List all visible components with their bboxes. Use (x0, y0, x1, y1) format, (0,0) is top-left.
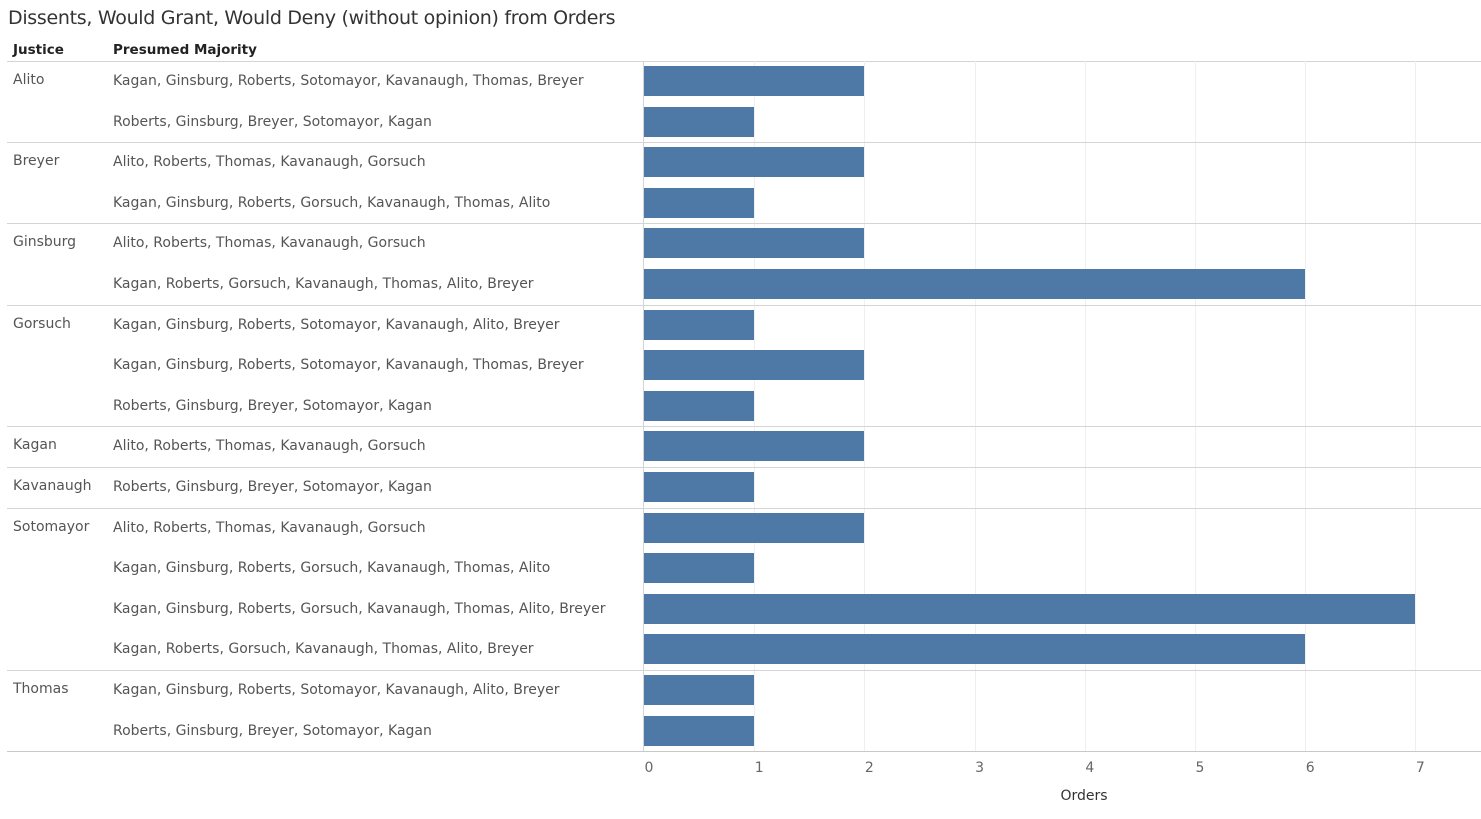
bar[interactable] (644, 228, 865, 259)
gridline (1195, 61, 1196, 751)
majority-label: Kagan, Ginsburg, Roberts, Sotomayor, Kav… (113, 73, 584, 89)
chart-title: Dissents, Would Grant, Would Deny (witho… (8, 7, 616, 29)
justice-label: Sotomayor (13, 518, 90, 535)
x-tick-label: 2 (864, 760, 874, 776)
header-divider (7, 61, 1481, 62)
x-tick-label: 1 (754, 760, 764, 776)
majority-label: Kagan, Ginsburg, Roberts, Sotomayor, Kav… (113, 316, 560, 333)
majority-label: Kagan, Ginsburg, Roberts, Sotomayor, Kav… (113, 682, 560, 698)
gridline (1415, 61, 1417, 751)
x-axis-line (7, 751, 1481, 752)
table-row: Kagan, Roberts, Gorsuch, Kavanaugh, Thom… (0, 629, 1481, 670)
justice-label: Thomas (13, 681, 69, 697)
bar[interactable] (644, 634, 1306, 665)
bar[interactable] (644, 593, 1416, 624)
column-header-presumed-majority: Presumed Majority (113, 42, 257, 58)
x-tick-label: 5 (1195, 760, 1205, 776)
bar[interactable] (644, 187, 755, 218)
table-row: Kagan, Ginsburg, Roberts, Gorsuch, Kavan… (0, 548, 1481, 589)
x-tick-label: 6 (1305, 760, 1315, 776)
gridline (1305, 61, 1307, 751)
majority-label: Kagan, Ginsburg, Roberts, Gorsuch, Kavan… (113, 600, 606, 617)
bar[interactable] (644, 269, 1306, 299)
bar[interactable] (644, 472, 755, 502)
majority-label: Roberts, Ginsburg, Breyer, Sotomayor, Ka… (113, 479, 432, 495)
table-row: Roberts, Ginsburg, Breyer, Sotomayor, Ka… (0, 711, 1481, 752)
majority-label: Alito, Roberts, Thomas, Kavanaugh, Gorsu… (113, 438, 426, 455)
group-divider (7, 304, 1481, 306)
majority-label: Kagan, Ginsburg, Roberts, Gorsuch, Kavan… (113, 560, 551, 577)
bar[interactable] (644, 715, 755, 746)
majority-label: Roberts, Ginsburg, Breyer, Sotomayor, Ka… (113, 722, 432, 739)
bar[interactable] (644, 431, 865, 462)
table-row: Alito Kagan, Ginsburg, Roberts, Sotomayor… (0, 61, 1481, 102)
x-axis-label: Orders (1060, 788, 1108, 804)
gridline (1084, 61, 1086, 751)
bar[interactable] (644, 309, 755, 340)
x-tick-label: 7 (1415, 760, 1425, 776)
majority-label: Alito, Roberts, Thomas, Kavanaugh, Gorsu… (113, 154, 426, 171)
gridline (864, 61, 866, 751)
bar[interactable] (644, 675, 755, 705)
bar[interactable] (644, 390, 755, 421)
table-row: Kagan Alito, Roberts, Thomas, Kavanaugh, … (0, 426, 1481, 467)
majority-label: Kagan, Ginsburg, Roberts, Gorsuch, Kavan… (113, 194, 551, 211)
x-tick-label: 0 (644, 760, 654, 776)
column-header-justice: Justice (13, 42, 64, 58)
x-tick-label: 3 (975, 760, 985, 776)
table-row: Thomas Kagan, Ginsburg, Roberts, Sotomayo… (0, 670, 1481, 711)
table-row: Kagan, Roberts, Gorsuch, Kavanaugh, Thom… (0, 264, 1481, 305)
bar[interactable] (644, 147, 865, 178)
group-divider (7, 142, 1481, 144)
group-divider (7, 467, 1481, 468)
table-row: Kagan, Ginsburg, Roberts, Gorsuch, Kavan… (0, 589, 1481, 630)
bar[interactable] (644, 350, 865, 381)
majority-label: Alito, Roberts, Thomas, Kavanaugh, Gorsu… (113, 519, 426, 536)
group-divider (7, 223, 1481, 225)
majority-label: Kagan, Ginsburg, Roberts, Sotomayor, Kav… (113, 357, 584, 374)
group-divider (7, 507, 1481, 509)
justice-label: Kagan (13, 437, 57, 454)
majority-label: Kagan, Roberts, Gorsuch, Kavanaugh, Thom… (113, 276, 534, 292)
table-row: Kagan, Ginsburg, Roberts, Sotomayor, Kav… (0, 345, 1481, 386)
x-tick-label: 4 (1085, 760, 1095, 776)
bar[interactable] (644, 512, 865, 543)
table-row: Roberts, Ginsburg, Breyer, Sotomayor, Ka… (0, 386, 1481, 427)
group-divider (7, 670, 1481, 671)
gridline (974, 61, 976, 751)
majority-label: Roberts, Ginsburg, Breyer, Sotomayor, Ka… (113, 397, 432, 414)
bar[interactable] (644, 553, 755, 584)
justice-label: Breyer (13, 153, 60, 170)
table-row: Gorsuch Kagan, Ginsburg, Roberts, Sotomay… (0, 305, 1481, 346)
majority-label: Roberts, Ginsburg, Breyer, Sotomayor, Ka… (113, 113, 432, 130)
majority-label: Alito, Roberts, Thomas, Kavanaugh, Gorsu… (113, 235, 426, 252)
bar[interactable] (644, 106, 755, 137)
justice-label: Alito (13, 72, 45, 88)
justice-label: Kavanaugh (13, 478, 92, 494)
group-divider (7, 426, 1481, 428)
gridline (754, 61, 756, 751)
table-row: Kagan, Ginsburg, Roberts, Gorsuch, Kavan… (0, 183, 1481, 224)
table-row: Kavanaugh Roberts, Ginsburg, Breyer, Soto… (0, 467, 1481, 508)
justice-label: Gorsuch (13, 315, 71, 332)
table-row: Breyer Alito, Roberts, Thomas, Kavanaugh,… (0, 142, 1481, 183)
table-row: Ginsburg Alito, Roberts, Thomas, Kavanaug… (0, 223, 1481, 264)
table-row: Sotomayor Alito, Roberts, Thomas, Kavanau… (0, 508, 1481, 549)
y-axis-line (643, 61, 644, 751)
bar[interactable] (644, 66, 865, 96)
justice-label: Ginsburg (13, 234, 77, 251)
majority-label: Kagan, Roberts, Gorsuch, Kavanaugh, Thom… (113, 641, 534, 658)
table-row: Roberts, Ginsburg, Breyer, Sotomayor, Ka… (0, 102, 1481, 143)
